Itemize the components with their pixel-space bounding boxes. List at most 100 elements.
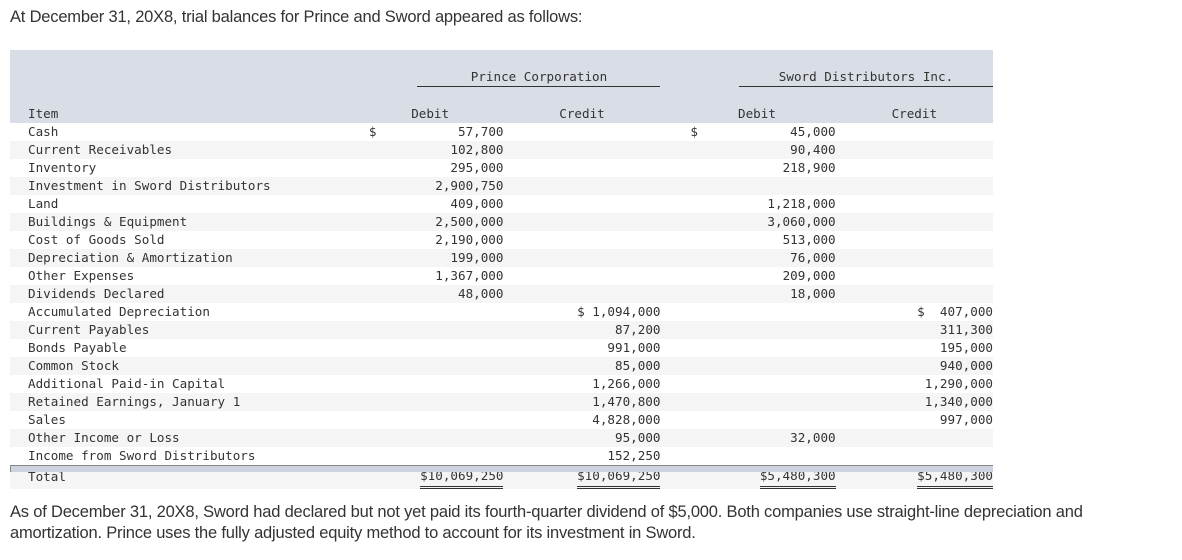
prince-credit-cell (503, 231, 660, 249)
table-footer-bar (10, 465, 993, 472)
trial-balance-table: Prince Corporation Sword Distributors In… (10, 50, 993, 489)
item-label: Investment in Sword Distributors (28, 178, 271, 193)
table-row: Inventory 295,000 218,900 (10, 159, 993, 177)
sword-debit-cell-value: 513,000 (782, 232, 836, 247)
sword-debit-cell (678, 303, 835, 321)
item-label: Additional Paid-in Capital (28, 376, 226, 391)
sword-debit-cell (678, 357, 835, 375)
sword-debit-cell (678, 447, 835, 465)
dollar-sign: $ (690, 124, 698, 139)
sword-credit-cell (836, 267, 993, 285)
prince-credit-cell (503, 213, 660, 231)
prince-debit-cell: 48,000 (357, 285, 504, 303)
sword-debit-cell: 209,000 (678, 267, 836, 285)
trial-balance-body: Cash $57,700 $45,000 Current Receivables 102… (10, 123, 993, 489)
sword-credit-cell-value: 997,000 (939, 412, 993, 427)
prince-debit-cell (357, 321, 504, 339)
item-label: Cost of Goods Sold (28, 232, 165, 247)
sword-debit-cell: 513,000 (678, 231, 836, 249)
total-label: Total (28, 469, 66, 484)
sword-credit-cell (836, 213, 993, 231)
sword-credit-cell (836, 195, 993, 213)
prince-group-header: Prince Corporation (357, 50, 661, 105)
prince-debit-cell-value: 102,800 (450, 142, 504, 157)
prince-debit-cell-value: 1,367,000 (435, 268, 504, 283)
sword-debit-cell: 76,000 (678, 249, 836, 267)
item-label: Buildings & Equipment (28, 214, 188, 229)
sword-debit-cell (678, 177, 835, 195)
prince-debit-cell (357, 375, 504, 393)
sword-debit-cell-value: 1,218,000 (767, 196, 836, 211)
prince-credit-cell: $ 1,094,000 (503, 303, 660, 321)
prince-credit-cell-value: 4,828,000 (592, 412, 661, 427)
item-label: Income from Sword Distributors (28, 448, 256, 463)
sword-debit-cell (678, 393, 835, 411)
sword-credit-cell: $ 407,000 (836, 303, 993, 321)
sword-debit-cell-value: 209,000 (782, 268, 836, 283)
sword-debit-cell: 32,000 (678, 429, 836, 447)
prince-credit-cell-value: 85,000 (614, 358, 661, 373)
item-label: Inventory (28, 160, 97, 175)
table-row: Accumulated Depreciation $ 1,094,000 $ 407… (10, 303, 993, 321)
prince-debit-cell-value: 48,000 (457, 286, 504, 301)
prince-credit-cell: 152,250 (503, 447, 660, 465)
sword-credit-cell-value: 195,000 (939, 340, 993, 355)
table-row: Land 409,000 1,218,000 (10, 195, 993, 213)
sword-credit-cell (836, 231, 993, 249)
item-label: Other Income or Loss (28, 430, 180, 445)
sword-credit-cell: 940,000 (836, 357, 993, 375)
prince-credit-cell (503, 249, 660, 267)
table-row: Current Payables 87,200 311,300 (10, 321, 993, 339)
prince-debit-cell (357, 303, 504, 321)
prince-debit-cell: $57,700 (357, 123, 504, 141)
item-label: Bonds Payable (28, 340, 127, 355)
prince-credit-cell (503, 123, 660, 141)
prince-credit-cell-value: 152,250 (607, 448, 661, 463)
prince-credit-cell-value: 87,200 (614, 322, 661, 337)
prince-debit-cell-value: 199,000 (450, 250, 504, 265)
item-label: Retained Earnings, January 1 (28, 394, 241, 409)
sword-credit-cell (836, 429, 993, 447)
table-row: Retained Earnings, January 1 1,470,800 1,3… (10, 393, 993, 411)
sword-credit-cell-value: 311,300 (939, 322, 993, 337)
sword-debit-cell: 3,060,000 (678, 213, 835, 231)
sword-debit-header: Debit (738, 106, 776, 121)
prince-debit-cell (357, 393, 504, 411)
prince-debit-cell: 295,000 (357, 159, 503, 177)
sword-credit-header: Credit (891, 106, 938, 121)
table-row: Bonds Payable 991,000 195,000 (10, 339, 993, 357)
note-text: As of December 31, 20X8, Sword had decla… (10, 503, 1083, 542)
prince-credit-cell (503, 195, 660, 213)
column-header-row: Item Debit Credit Debit Credit (10, 105, 993, 123)
sword-credit-cell-value: 1,340,000 (924, 394, 993, 409)
sword-debit-cell: 18,000 (678, 285, 836, 303)
sword-debit-cell (678, 411, 835, 429)
sword-group-header: Sword Distributors Inc. (678, 50, 993, 105)
prince-credit-cell: 1,266,000 (503, 375, 660, 393)
item-label: Current Payables (28, 322, 150, 337)
prince-debit-cell: 409,000 (357, 195, 504, 213)
prince-credit-cell-value: 1,470,800 (592, 394, 661, 409)
prince-debit-cell: 102,800 (357, 141, 504, 159)
prince-debit-cell-value: 409,000 (450, 196, 504, 211)
prince-credit-cell: 1,470,800 (503, 393, 660, 411)
prince-credit-cell (503, 285, 660, 303)
group-header-row: Prince Corporation Sword Distributors In… (10, 50, 993, 105)
prince-debit-cell: 2,900,750 (357, 177, 503, 195)
prince-debit-cell (357, 429, 504, 447)
sword-credit-cell: 997,000 (836, 411, 993, 429)
prince-credit-cell-value: 991,000 (607, 340, 661, 355)
prince-credit-cell-value: $ 1,094,000 (577, 304, 661, 319)
prince-debit-cell-value: 2,190,000 (435, 232, 504, 247)
prince-credit-cell (503, 159, 660, 177)
sword-debit-cell-value: 45,000 (790, 124, 836, 139)
sword-debit-cell-value: 218,900 (782, 160, 836, 175)
sword-credit-cell (836, 447, 993, 465)
prince-debit-cell (357, 357, 504, 375)
sword-credit-cell (836, 123, 993, 141)
sword-debit-cell: $45,000 (678, 123, 835, 141)
sword-credit-cell-value: 940,000 (939, 358, 993, 373)
prince-credit-cell (503, 267, 660, 285)
sword-debit-cell: 218,900 (678, 159, 836, 177)
table-row: Cost of Goods Sold 2,190,000 513,000 (10, 231, 993, 249)
